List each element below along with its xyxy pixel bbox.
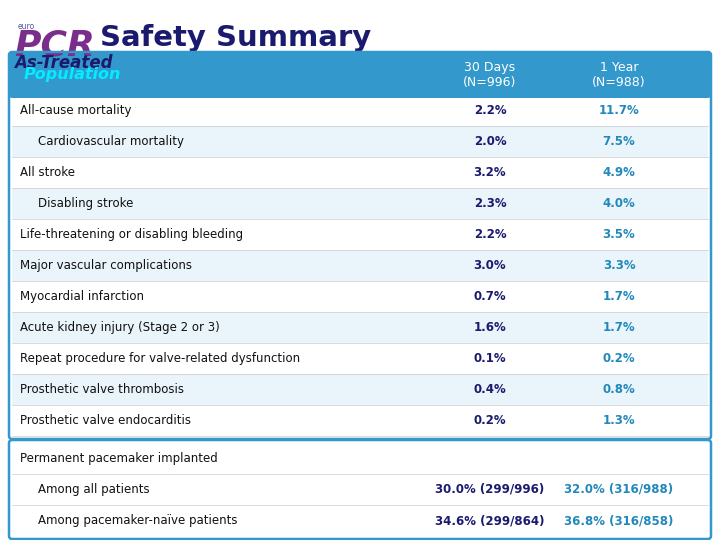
Text: Prosthetic valve thrombosis: Prosthetic valve thrombosis	[20, 383, 184, 396]
Bar	[12, 374, 708, 405]
Text: 1.7%: 1.7%	[603, 290, 635, 303]
Bar	[12, 250, 708, 281]
Text: As-Treated: As-Treated	[14, 54, 112, 72]
Text: 11.7%: 11.7%	[598, 104, 639, 117]
Text: Among pacemaker-naïve patients: Among pacemaker-naïve patients	[38, 514, 238, 527]
Bar	[12, 126, 708, 157]
Text: 0.4%: 0.4%	[474, 383, 506, 396]
Text: euro: euro	[18, 22, 35, 31]
Text: 1.7%: 1.7%	[603, 321, 635, 334]
Text: 0.8%: 0.8%	[603, 383, 635, 396]
Text: 1.6%: 1.6%	[474, 321, 506, 334]
Text: 3.3%: 3.3%	[603, 259, 635, 272]
Text: 2.2%: 2.2%	[474, 104, 506, 117]
Text: 1.3%: 1.3%	[603, 414, 635, 427]
Text: Life-threatening or disabling bleeding: Life-threatening or disabling bleeding	[20, 228, 243, 241]
Text: 4.9%: 4.9%	[603, 166, 636, 179]
Text: 34.6% (299/864): 34.6% (299/864)	[436, 514, 545, 527]
Text: 30.0% (299/996): 30.0% (299/996)	[436, 483, 544, 496]
Text: 3.2%: 3.2%	[474, 166, 506, 179]
Text: Population: Population	[24, 68, 122, 83]
Text: 3.0%: 3.0%	[474, 259, 506, 272]
Text: Among all patients: Among all patients	[38, 483, 150, 496]
Text: Disabling stroke: Disabling stroke	[38, 197, 133, 210]
Text: Major vascular complications: Major vascular complications	[20, 259, 192, 272]
Text: 2.3%: 2.3%	[474, 197, 506, 210]
Text: All stroke: All stroke	[20, 166, 75, 179]
Text: 0.2%: 0.2%	[603, 352, 635, 365]
Text: 36.8% (316/858): 36.8% (316/858)	[564, 514, 674, 527]
Text: 30 Days
(N=996): 30 Days (N=996)	[463, 61, 517, 89]
Text: Repeat procedure for valve-related dysfunction: Repeat procedure for valve-related dysfu…	[20, 352, 300, 365]
Text: Acute kidney injury (Stage 2 or 3): Acute kidney injury (Stage 2 or 3)	[20, 321, 220, 334]
Text: 0.1%: 0.1%	[474, 352, 506, 365]
Text: 7.5%: 7.5%	[603, 135, 635, 148]
Text: 2.0%: 2.0%	[474, 135, 506, 148]
FancyBboxPatch shape	[9, 52, 711, 98]
Text: 4.0%: 4.0%	[603, 197, 635, 210]
Text: Myocardial infarction: Myocardial infarction	[20, 290, 144, 303]
Text: 32.0% (316/988): 32.0% (316/988)	[564, 483, 674, 496]
Text: 1 Year
(N=988): 1 Year (N=988)	[592, 61, 646, 89]
Text: 3.5%: 3.5%	[603, 228, 635, 241]
Text: Cardiovascular mortality: Cardiovascular mortality	[38, 135, 184, 148]
Text: Prosthetic valve endocarditis: Prosthetic valve endocarditis	[20, 414, 191, 427]
Text: 2.2%: 2.2%	[474, 228, 506, 241]
Text: Permanent pacemaker implanted: Permanent pacemaker implanted	[20, 452, 217, 465]
Text: PCR: PCR	[14, 28, 95, 62]
Text: Safety Summary: Safety Summary	[100, 24, 372, 52]
Text: 0.2%: 0.2%	[474, 414, 506, 427]
Bar	[12, 188, 708, 219]
Text: All-cause mortality: All-cause mortality	[20, 104, 132, 117]
Bar	[12, 312, 708, 343]
Text: 0.7%: 0.7%	[474, 290, 506, 303]
